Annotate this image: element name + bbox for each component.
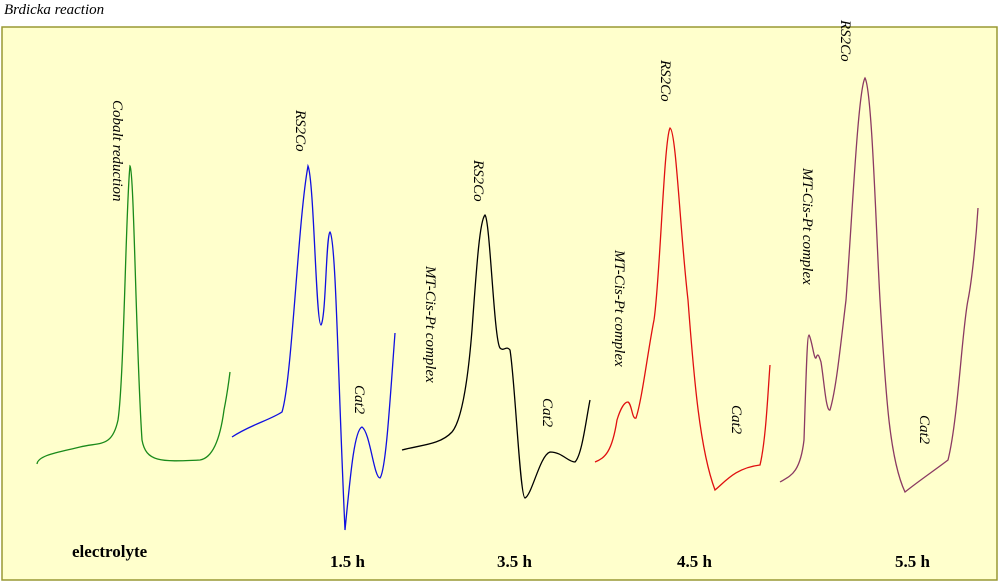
annotation: RS2Co	[470, 159, 486, 202]
curve-1-5h	[231, 163, 396, 531]
curve-3-5h	[401, 214, 591, 499]
annotation: MT-Cis-Pt complex	[611, 249, 627, 367]
annotation: MT-Cis-Pt complex	[422, 265, 438, 383]
annotation: RS2Co	[292, 109, 308, 152]
annotation: MT-Cis-Pt complex	[799, 167, 815, 285]
curve-electrolyte	[36, 164, 231, 465]
annotations: Cobalt reduction RS2Co Cat2 RS2Co MT-Cis…	[109, 19, 932, 445]
panel-box	[1, 26, 998, 581]
annotation: Cat2	[916, 415, 932, 445]
annotation: Cat2	[351, 385, 367, 415]
curve-5-5h	[779, 76, 979, 494]
panel-label: 3.5 h	[497, 552, 533, 571]
curve-4-5h	[594, 127, 771, 492]
figure-title: Brdicka reaction	[4, 2, 104, 18]
annotation: Cat2	[728, 405, 744, 435]
panel-label: 5.5 h	[895, 552, 931, 571]
annotation: Cobalt reduction	[109, 100, 125, 202]
panel-label: 1.5 h	[330, 552, 366, 571]
annotation: Cat2	[539, 398, 555, 428]
annotation: RS2Co	[837, 19, 853, 62]
panel-labels: electrolyte 1.5 h 3.5 h 4.5 h 5.5 h	[72, 542, 931, 571]
annotation: RS2Co	[657, 59, 673, 102]
panel-label: 4.5 h	[677, 552, 713, 571]
panel-label: electrolyte	[72, 542, 148, 561]
